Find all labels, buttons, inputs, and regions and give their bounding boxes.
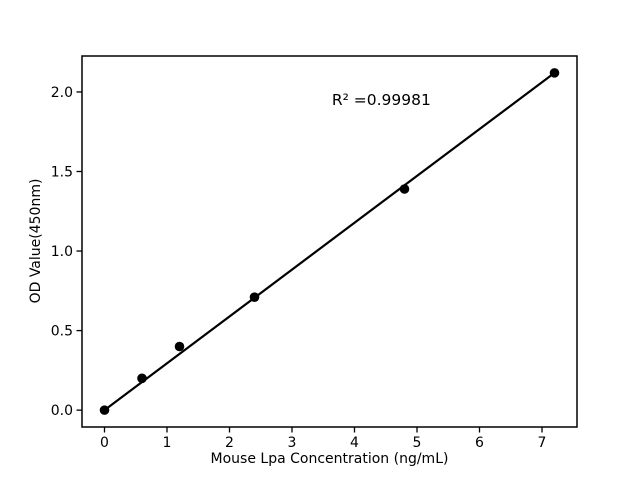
data-point <box>399 184 410 194</box>
data-point <box>99 405 110 415</box>
x-tick-label: 6 <box>475 435 484 451</box>
x-tick-label: 4 <box>350 435 359 451</box>
y-tick-label: 0.0 <box>51 403 73 419</box>
data-point <box>249 292 260 302</box>
y-tick-label: 1.0 <box>51 244 73 260</box>
data-point <box>549 68 560 78</box>
x-tick-label: 7 <box>538 435 547 451</box>
data-point <box>174 341 185 352</box>
x-tick-label: 3 <box>288 435 297 451</box>
plot-frame <box>81 55 578 428</box>
x-tick-label: 2 <box>225 435 234 451</box>
x-tick-label: 0 <box>100 435 109 451</box>
x-axis-label: Mouse Lpa Concentration (ng/mL) <box>210 451 449 467</box>
r-squared-annotation: R² =0.99981 <box>331 90 431 109</box>
y-tick-label: 2.0 <box>51 85 73 101</box>
data-point <box>137 373 147 384</box>
fit-line <box>103 71 556 412</box>
y-tick-label: 0.5 <box>51 324 73 340</box>
x-tick-label: 1 <box>163 435 172 451</box>
y-axis-label: OD Value(450nm) <box>28 178 44 304</box>
y-tick-label: 1.5 <box>51 165 73 181</box>
x-tick-label: 5 <box>413 435 422 451</box>
